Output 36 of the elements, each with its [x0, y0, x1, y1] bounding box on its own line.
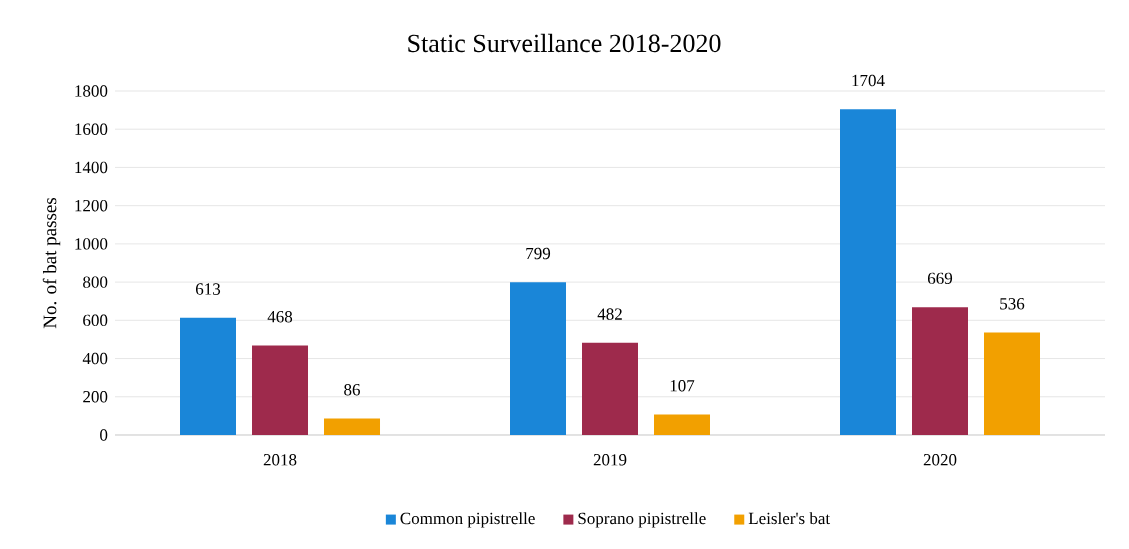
- bar: [654, 414, 710, 435]
- data-label: 536: [1000, 298, 1025, 310]
- y-tick-label: 600: [83, 314, 108, 327]
- data-label: 107: [670, 380, 695, 392]
- y-tick-label: 400: [82, 352, 108, 365]
- bar: [840, 109, 896, 435]
- bar: [510, 282, 567, 435]
- y-axis-title: No. of bat passes: [42, 197, 61, 329]
- bar: [324, 418, 381, 435]
- legend-label: Common pipistrelle: [400, 512, 535, 528]
- y-tick-label: 1800: [75, 85, 108, 97]
- data-label: 482: [597, 308, 622, 320]
- y-tick-label: 0: [100, 429, 108, 441]
- y-tick-label: 200: [83, 391, 108, 403]
- bar: [912, 307, 968, 435]
- bar: [582, 342, 638, 435]
- bar: [984, 332, 1041, 435]
- y-tick-label: 800: [83, 276, 108, 288]
- bar: [252, 345, 309, 435]
- data-label: 799: [526, 247, 551, 260]
- x-tick-label: 2020: [923, 454, 957, 466]
- y-tick-label: 1000: [75, 238, 108, 250]
- y-tick-label: 1200: [75, 199, 108, 212]
- y-tick-label: 1400: [75, 161, 108, 174]
- x-tick-label: 2019: [593, 454, 627, 466]
- data-label: 669: [927, 272, 953, 285]
- legend-label: Leisler's bat: [748, 512, 831, 525]
- chart-title: Static Surveillance 2018-2020: [408, 33, 721, 53]
- legend-label: Soprano pipistrelle: [578, 512, 706, 528]
- data-label: 468: [267, 311, 293, 323]
- data-label: 613: [195, 283, 221, 295]
- bar: [180, 317, 236, 435]
- y-tick-label: 1600: [75, 123, 108, 135]
- data-label: 1704: [852, 74, 885, 87]
- x-tick-label: 2018: [263, 454, 297, 466]
- data-label: 86: [344, 384, 360, 396]
